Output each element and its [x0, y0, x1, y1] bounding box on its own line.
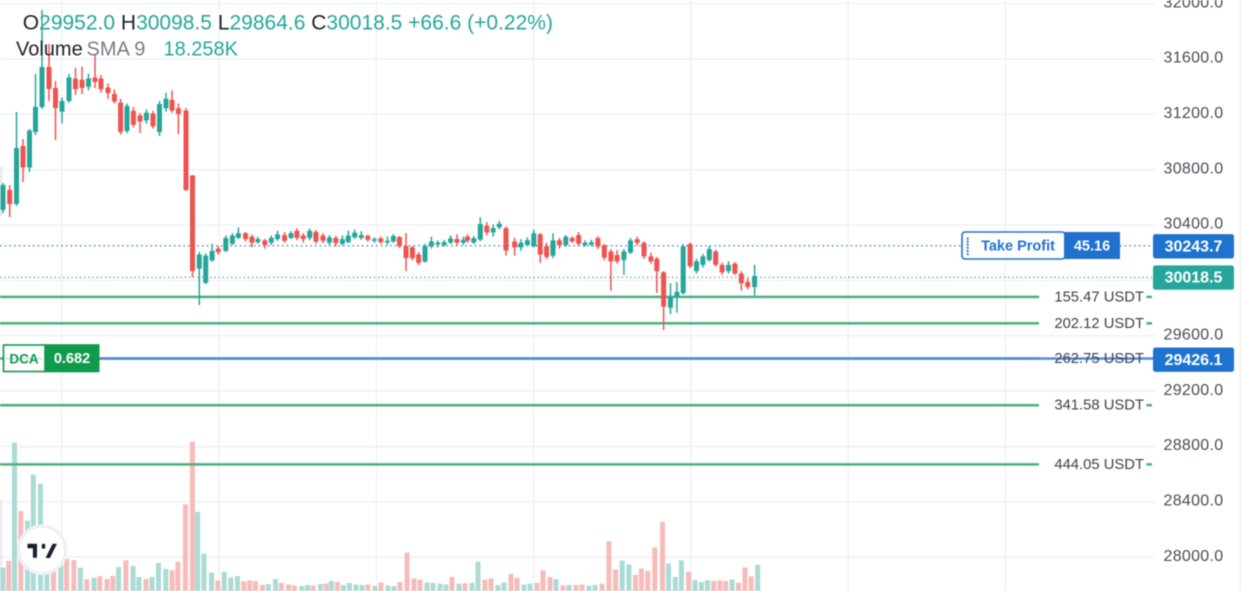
svg-text:SMA 9: SMA 9 — [87, 39, 146, 61]
svg-text:28000.0: 28000.0 — [1164, 548, 1224, 565]
svg-text:262.75 USDT: 262.75 USDT — [1054, 351, 1144, 367]
svg-text:29426.1: 29426.1 — [1165, 352, 1223, 369]
svg-text:31600.0: 31600.0 — [1164, 50, 1224, 67]
svg-text:341.58 USDT: 341.58 USDT — [1054, 398, 1144, 414]
svg-text:155.47 USDT: 155.47 USDT — [1054, 289, 1144, 305]
svg-text:28800.0: 28800.0 — [1164, 437, 1224, 454]
svg-text:29200.0: 29200.0 — [1164, 382, 1224, 399]
svg-text:45.16: 45.16 — [1074, 238, 1110, 254]
svg-text:Take Profit: Take Profit — [981, 238, 1055, 254]
svg-text:0.682: 0.682 — [54, 351, 90, 367]
svg-text:O29952.0 H30098.5 L29864.6 C30: O29952.0 H30098.5 L29864.6 C30018.5 +66.… — [23, 11, 553, 34]
svg-text:DCA: DCA — [9, 351, 38, 366]
svg-text:31200.0: 31200.0 — [1164, 105, 1224, 122]
svg-text:18.258K: 18.258K — [164, 39, 239, 61]
svg-text:30243.7: 30243.7 — [1165, 238, 1223, 255]
svg-text:30800.0: 30800.0 — [1164, 160, 1224, 177]
svg-text:30018.5: 30018.5 — [1165, 270, 1223, 287]
svg-text:32000.0: 32000.0 — [1164, 0, 1224, 11]
svg-text:Volume: Volume — [16, 39, 83, 61]
svg-text:29600.0: 29600.0 — [1164, 327, 1224, 344]
svg-text:202.12 USDT: 202.12 USDT — [1054, 316, 1144, 332]
svg-text:28400.0: 28400.0 — [1164, 493, 1224, 510]
svg-text:30400.0: 30400.0 — [1164, 216, 1224, 233]
svg-text:444.05 USDT: 444.05 USDT — [1054, 457, 1144, 473]
